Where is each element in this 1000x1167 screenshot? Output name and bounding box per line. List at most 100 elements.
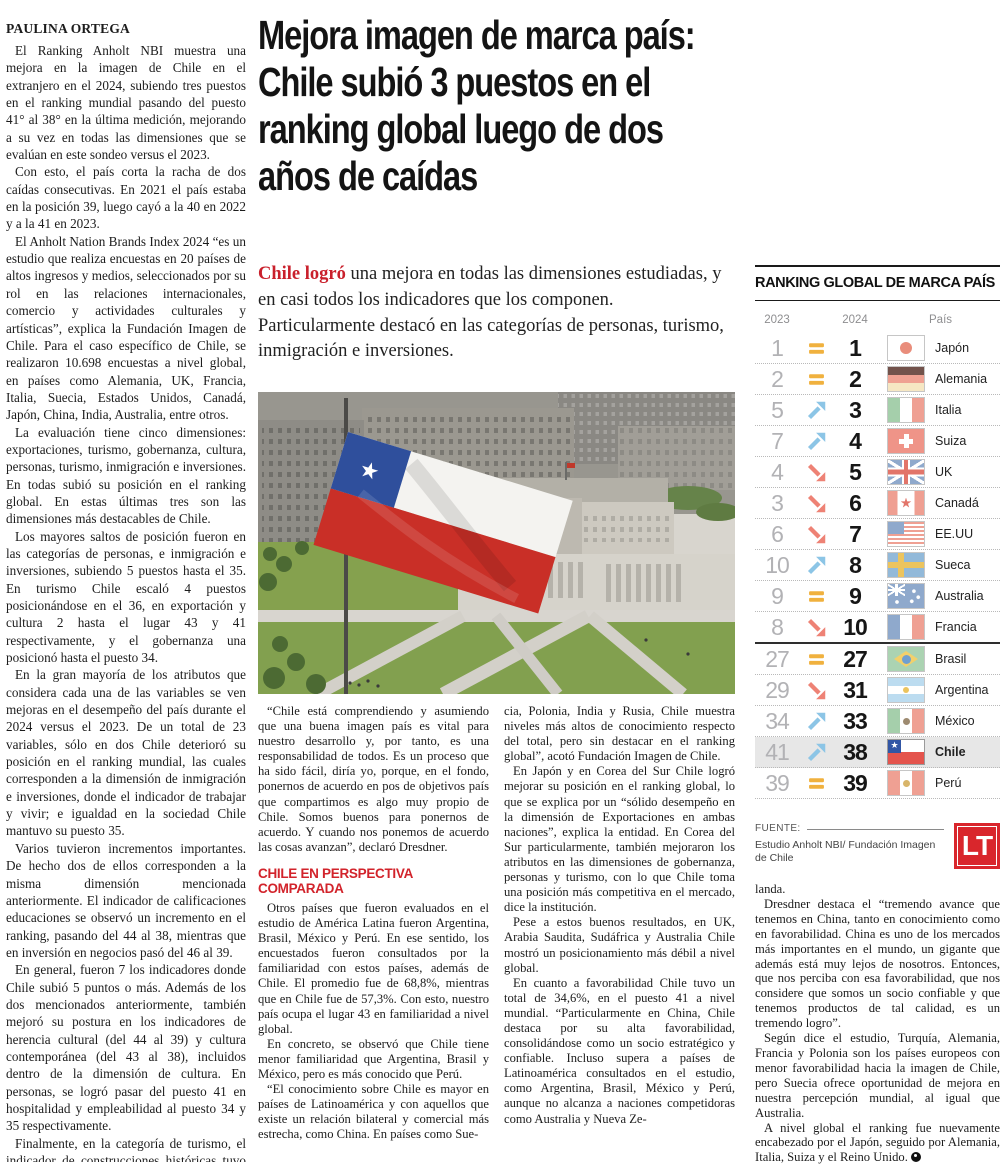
- article-end-icon: [910, 1152, 921, 1163]
- article-paragraph: El Anholt Nation Brands Index 2024 “es u…: [6, 233, 246, 423]
- trend-cell: [799, 711, 833, 732]
- trend-cell: [799, 338, 833, 359]
- trend-up-icon: [807, 401, 825, 419]
- country-label: Suiza: [935, 433, 967, 448]
- rank-2023: 9: [771, 582, 784, 609]
- article-paragraph: En la gran mayoría de los atributos que …: [6, 667, 246, 839]
- article-paragraph: El Ranking Anholt NBI muestra una mejora…: [6, 43, 246, 163]
- trend-cell: [799, 431, 833, 452]
- bottom-column-2: cia, Polonia, India y Rusia, Chile muest…: [504, 704, 735, 1167]
- trend-cell: [799, 649, 833, 670]
- trend-up-icon: [807, 556, 825, 574]
- article-paragraph: Con esto, el país corta la racha de dos …: [6, 164, 246, 232]
- byline: PAULINA ORTEGA: [6, 21, 130, 36]
- table-row: 8 10 Francia: [755, 612, 1000, 644]
- trend-cell: [799, 524, 833, 545]
- flag-brazil-icon: [887, 646, 925, 672]
- flag-peru-icon: [887, 770, 925, 796]
- rank-2023: 8: [771, 613, 784, 640]
- country-label: Sueca: [935, 557, 971, 572]
- article-paragraph: En general, fueron 7 los indicadores don…: [6, 962, 246, 1134]
- lead-highlight: Chile logró: [258, 264, 346, 284]
- rank-2023: 41: [765, 738, 790, 765]
- table-row: 5 3 Italia: [755, 395, 1000, 426]
- country-label: México: [935, 713, 975, 728]
- table-row: 27 27 Brasil: [755, 644, 1000, 675]
- article-paragraph: landa.: [755, 882, 786, 896]
- table-row: 41 38 Chile: [755, 737, 1000, 768]
- column-header-2023: 2023: [764, 314, 790, 326]
- article-paragraph: cia, Polonia, India y Rusia, Chile muest…: [504, 704, 735, 764]
- rank-2024: 6: [849, 489, 862, 516]
- flag-uk-icon: [887, 459, 925, 485]
- rank-2024: 7: [849, 520, 862, 547]
- rank-2023: 7: [771, 427, 784, 454]
- country-label: Brasil: [935, 651, 967, 666]
- main-article-area: Mejora imagen de marca país: Chile subió…: [258, 0, 735, 1167]
- rank-2024: 3: [849, 396, 862, 423]
- trend-cell: [799, 462, 833, 483]
- headline: Mejora imagen de marca país: Chile subió…: [258, 12, 696, 199]
- flag-usa-icon: [887, 521, 925, 547]
- trend-cell: [799, 617, 833, 638]
- trend-equal-icon: [808, 373, 824, 385]
- article-paragraph: En cuanto a favorabilidad Chile tuvo un …: [504, 975, 735, 1126]
- country-label: Argentina: [935, 682, 989, 697]
- section-subhead: CHILE EN PERSPECTIVA COMPARADA: [258, 865, 413, 896]
- rank-2024: 31: [843, 676, 868, 703]
- trend-up-icon: [807, 743, 825, 761]
- source-label: FUENTE:: [755, 823, 801, 834]
- trend-cell: [799, 586, 833, 607]
- country-label: Francia: [935, 619, 977, 634]
- rank-2023: 4: [771, 458, 784, 485]
- article-paragraph: “El conocimiento sobre Chile es mayor en…: [258, 1082, 489, 1142]
- flag-italy-icon: [887, 397, 925, 423]
- country-label: Canadá: [935, 495, 979, 510]
- bottom-text-columns: “Chile está comprendiendo y asumiendo qu…: [258, 704, 735, 1167]
- table-row: 6 7 EE.UU: [755, 519, 1000, 550]
- left-article-column: PAULINA ORTEGA El Ranking Anholt NBI mue…: [6, 20, 246, 1162]
- lt-logo: LT: [954, 823, 1000, 869]
- bottom-column-1: “Chile está comprendiendo y asumiendo qu…: [258, 704, 489, 1167]
- table-row: 7 4 Suiza: [755, 426, 1000, 457]
- table-header: 2023 2024 País: [755, 301, 1000, 333]
- trend-cell: [799, 400, 833, 421]
- rank-2024: 5: [849, 458, 862, 485]
- table-row: 4 5 UK: [755, 457, 1000, 488]
- lead-text: una mejora en todas las dimensiones estu…: [258, 264, 724, 362]
- flag-switzerland-icon: [887, 428, 925, 454]
- source-text: Estudio Anholt NBI/ Fundación Imagen de …: [755, 839, 936, 864]
- trend-cell: [799, 555, 833, 576]
- table-row: 1 1 Japón: [755, 333, 1000, 364]
- table-row: 34 33 México: [755, 706, 1000, 737]
- country-label: Perú: [935, 775, 962, 790]
- lead-paragraph: Chile logró una mejora en todas las dime…: [258, 262, 730, 365]
- flag-mexico-icon: [887, 708, 925, 734]
- trend-cell: [799, 680, 833, 701]
- article-paragraph: Otros países que fueron evaluados en el …: [258, 900, 489, 1036]
- rank-2024: 27: [843, 645, 868, 672]
- trend-equal-icon: [808, 342, 824, 354]
- rank-2023: 3: [771, 489, 784, 516]
- trend-down-icon: [807, 681, 825, 699]
- flag-sweden-icon: [887, 552, 925, 578]
- flag-chile-icon: [887, 739, 925, 765]
- rank-2023: 39: [765, 769, 790, 796]
- country-label: UK: [935, 464, 953, 479]
- flag-canada-icon: [887, 490, 925, 516]
- source-block: FUENTE: Estudio Anholt NBI/ Fundación Im…: [755, 823, 1000, 869]
- table-row: 2 2 Alemania: [755, 364, 1000, 395]
- rank-2024: 33: [843, 707, 868, 734]
- right-rail: RANKING GLOBAL DE MARCA PAÍS 2023 2024 P…: [755, 265, 1000, 1167]
- rank-2024: 9: [849, 582, 862, 609]
- country-label: Australia: [935, 588, 984, 603]
- rank-2024: 4: [849, 427, 862, 454]
- article-paragraph: Finalmente, en la categoría de turismo, …: [6, 1135, 246, 1162]
- column-header-pais: País: [929, 314, 953, 326]
- chart-title: RANKING GLOBAL DE MARCA PAÍS: [755, 275, 995, 291]
- rule: [755, 300, 1000, 301]
- trend-down-icon: [807, 494, 825, 512]
- article-paragraph: En concreto, se observó que Chile tiene …: [258, 1036, 489, 1081]
- trend-down-icon: [807, 463, 825, 481]
